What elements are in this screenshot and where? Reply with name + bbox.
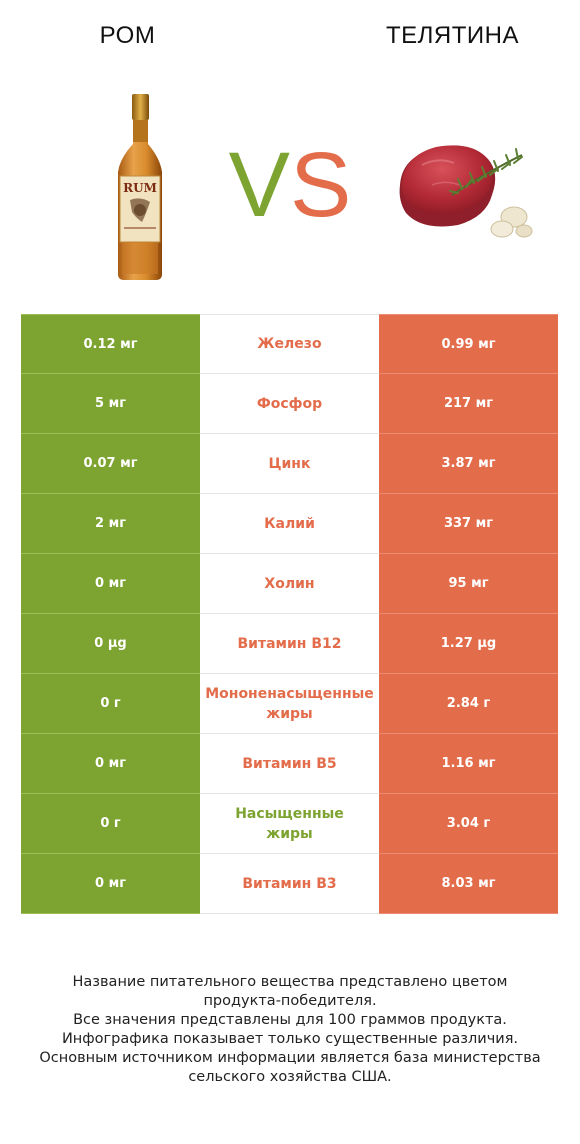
nutrient-name-cell: Калий [200,494,379,554]
table-row: 0.12 мг Железо 0.99 мг [21,314,558,374]
nutrient-name-cell: Холин [200,554,379,614]
right-value-cell: 2.84 г [379,674,558,734]
left-value-cell: 0 мг [21,854,200,914]
table-row: 5 мг Фосфор 217 мг [21,374,558,434]
left-value-cell: 0 мг [21,734,200,794]
footer-line: Инфографика показывает только существенн… [61,1031,519,1047]
nutrient-name-cell: Насыщенные жиры [200,794,379,854]
left-value-cell: 0 г [21,794,200,854]
versus-v: V [228,134,290,236]
comparison-table: 0.12 мг Железо 0.99 мг 5 мг Фосфор 217 мг 0.07… [21,314,558,914]
table-row: 0 г Мононенасыщенные жиры 2.84 г [21,674,558,734]
left-value-cell: 0.12 мг [21,314,200,374]
right-value-cell: 337 мг [379,494,558,554]
table-row: 0 мг Холин 95 мг [21,554,558,614]
nutrient-name-cell: Витамин B3 [200,854,379,914]
versus-s: S [290,134,352,236]
left-product-title: РОМ [99,22,156,49]
right-value-cell: 1.27 µg [379,614,558,674]
footer-line: Основным источником информации является … [39,1050,541,1066]
right-value-cell: 0.99 мг [379,314,558,374]
versus-label: VS [222,135,358,235]
right-value-cell: 3.04 г [379,794,558,854]
footer-line: сельского хозяйства США. [188,1069,392,1085]
left-value-cell: 0.07 мг [21,434,200,494]
right-product-title: ТЕЛЯТИНА [386,22,519,49]
table-row: 0 мг Витамин B3 8.03 мг [21,854,558,914]
left-value-cell: 5 мг [21,374,200,434]
right-value-cell: 3.87 мг [379,434,558,494]
veal-meat-image [392,135,544,247]
right-value-cell: 95 мг [379,554,558,614]
nutrient-name-cell: Железо [200,314,379,374]
left-value-cell: 0 г [21,674,200,734]
left-value-cell: 0 µg [21,614,200,674]
footer-line: продукта-победителя. [203,993,377,1009]
right-value-cell: 217 мг [379,374,558,434]
right-value-cell: 1.16 мг [379,734,558,794]
svg-text:RUM: RUM [123,181,157,195]
table-row: 0.07 мг Цинк 3.87 мг [21,434,558,494]
nutrient-name-cell: Витамин B12 [200,614,379,674]
left-value-cell: 0 мг [21,554,200,614]
rum-bottle-image: RUM [100,92,180,284]
footer-line: Все значения представлены для 100 граммо… [73,1012,507,1028]
table-row: 0 г Насыщенные жиры 3.04 г [21,794,558,854]
footer-notes: Название питательного вещества представл… [20,973,560,1087]
left-value-cell: 2 мг [21,494,200,554]
nutrient-name-cell: Фосфор [200,374,379,434]
footer-line: Название питательного вещества представл… [72,974,508,990]
table-row: 0 мг Витамин B5 1.16 мг [21,734,558,794]
nutrient-name-cell: Цинк [200,434,379,494]
nutrient-name-cell: Витамин B5 [200,734,379,794]
right-value-cell: 8.03 мг [379,854,558,914]
nutrient-name-cell: Мононенасыщенные жиры [200,674,379,734]
table-row: 2 мг Калий 337 мг [21,494,558,554]
table-row: 0 µg Витамин B12 1.27 µg [21,614,558,674]
